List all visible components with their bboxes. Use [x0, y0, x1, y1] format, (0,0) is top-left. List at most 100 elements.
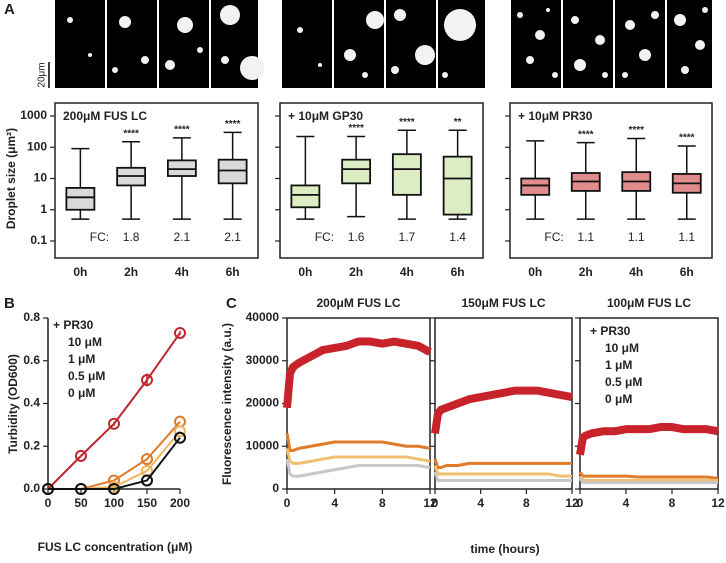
plot-frame — [579, 317, 719, 490]
plot-frame — [509, 102, 713, 259]
plot-frame — [54, 102, 259, 259]
x-axis-label: FUS LC concentration (μM) — [38, 540, 193, 554]
fold-change: 1.1 — [678, 230, 695, 244]
marker — [75, 449, 87, 462]
significance: **** — [174, 124, 190, 135]
box — [65, 187, 96, 211]
y-tick-label: 0.4 — [23, 396, 40, 410]
y-axis-label: Droplet size (μm²) — [4, 128, 18, 229]
y-tick-label: 10000 — [246, 438, 280, 452]
x-tick-label: 2h — [579, 265, 593, 279]
x-tick-label: 0 — [284, 496, 291, 510]
x-tick-label: 50 — [74, 496, 88, 510]
panel-title: + 10μM GP30 — [288, 109, 363, 123]
panel-title: 200μM FUS LC — [316, 296, 400, 310]
marker — [174, 425, 186, 438]
fold-change: 1.4 — [449, 230, 466, 244]
fold-change: 1.8 — [123, 230, 140, 244]
x-tick-label: 4 — [623, 496, 630, 510]
x-tick-label: 200 — [170, 496, 190, 510]
fold-change-label: FC: — [544, 230, 563, 244]
x-tick-label: 0h — [73, 265, 87, 279]
x-tick-label: 4h — [629, 265, 643, 279]
y-tick-label: 20000 — [246, 396, 280, 410]
y-tick-label: 100 — [27, 139, 47, 153]
x-tick-label: 12 — [711, 496, 725, 510]
panel-label: A — [4, 1, 15, 18]
series-line — [283, 337, 432, 409]
x-tick-label: 4 — [477, 496, 484, 510]
y-tick-label: 10 — [34, 171, 48, 185]
series-line — [576, 423, 719, 456]
box — [520, 177, 551, 196]
panel-label: B — [4, 295, 15, 312]
x-tick-label: 2h — [349, 265, 363, 279]
fold-change: 1.1 — [628, 230, 645, 244]
x-tick-label: 4h — [175, 265, 189, 279]
fold-change: 2.1 — [174, 230, 191, 244]
series-line — [48, 437, 181, 490]
series-line — [285, 448, 431, 465]
series-line — [433, 465, 572, 478]
series-line — [578, 477, 718, 485]
legend-entry: 0 μM — [605, 392, 632, 406]
x-tick-label: 12 — [565, 496, 579, 510]
fold-change: 1.6 — [348, 230, 365, 244]
x-tick-label: 0 — [45, 496, 52, 510]
fold-change: 1.7 — [399, 230, 416, 244]
series-line — [431, 386, 573, 435]
marker — [141, 474, 153, 487]
x-tick-label: 8 — [669, 496, 676, 510]
x-tick-label: 4 — [331, 496, 338, 510]
plot-frame — [279, 102, 484, 259]
significance: **** — [399, 117, 415, 128]
series-line — [285, 458, 431, 478]
marker — [174, 431, 186, 444]
series-line — [285, 433, 431, 453]
series-line — [433, 458, 572, 470]
marker — [141, 373, 153, 386]
marker — [42, 483, 54, 495]
x-tick-label: 0 — [577, 496, 584, 510]
marker — [108, 483, 120, 495]
fold-change: 2.1 — [224, 230, 241, 244]
x-tick-label: 100 — [104, 496, 124, 510]
legend-title: + PR30 — [53, 318, 94, 332]
panel-title: 150μM FUS LC — [461, 296, 545, 310]
y-tick-label: 0.0 — [23, 481, 40, 495]
box — [341, 158, 372, 185]
significance: **** — [123, 128, 139, 139]
panel-title: 200μM FUS LC — [63, 109, 147, 123]
legend-entry: 10 μM — [68, 335, 102, 349]
x-tick-label: 12 — [423, 496, 437, 510]
marker — [141, 453, 153, 466]
y-tick-label: 0.6 — [23, 353, 40, 367]
x-tick-label: 6h — [451, 265, 465, 279]
y-tick-label: 30000 — [246, 353, 280, 367]
fold-change: 1.1 — [577, 230, 594, 244]
significance: **** — [225, 119, 241, 130]
microscopy-images — [55, 0, 712, 88]
x-tick-label: 0h — [298, 265, 312, 279]
legend-entry: 0.5 μM — [605, 375, 642, 389]
box — [290, 184, 321, 209]
y-tick-label: 0.8 — [23, 310, 40, 324]
legend-entry: 0.5 μM — [68, 369, 105, 383]
x-tick-label: 2h — [124, 265, 138, 279]
marker — [75, 483, 87, 495]
y-tick-label: 0.1 — [30, 233, 47, 247]
y-tick-label: 0 — [272, 481, 279, 495]
y-tick-label: 1 — [40, 202, 47, 216]
x-tick-label: 6h — [680, 265, 694, 279]
x-axis-label: time (hours) — [470, 542, 539, 556]
marker — [108, 417, 120, 430]
legend-entry: 1 μM — [68, 352, 95, 366]
legend-title: + PR30 — [590, 324, 631, 338]
significance: **** — [628, 125, 644, 136]
panel-title: 100μM FUS LC — [607, 296, 691, 310]
fold-change-label: FC: — [90, 230, 109, 244]
series-line — [433, 471, 572, 482]
y-axis-label: Turbidity (OD600) — [6, 354, 20, 454]
legend-entry: 0 μM — [68, 386, 95, 400]
